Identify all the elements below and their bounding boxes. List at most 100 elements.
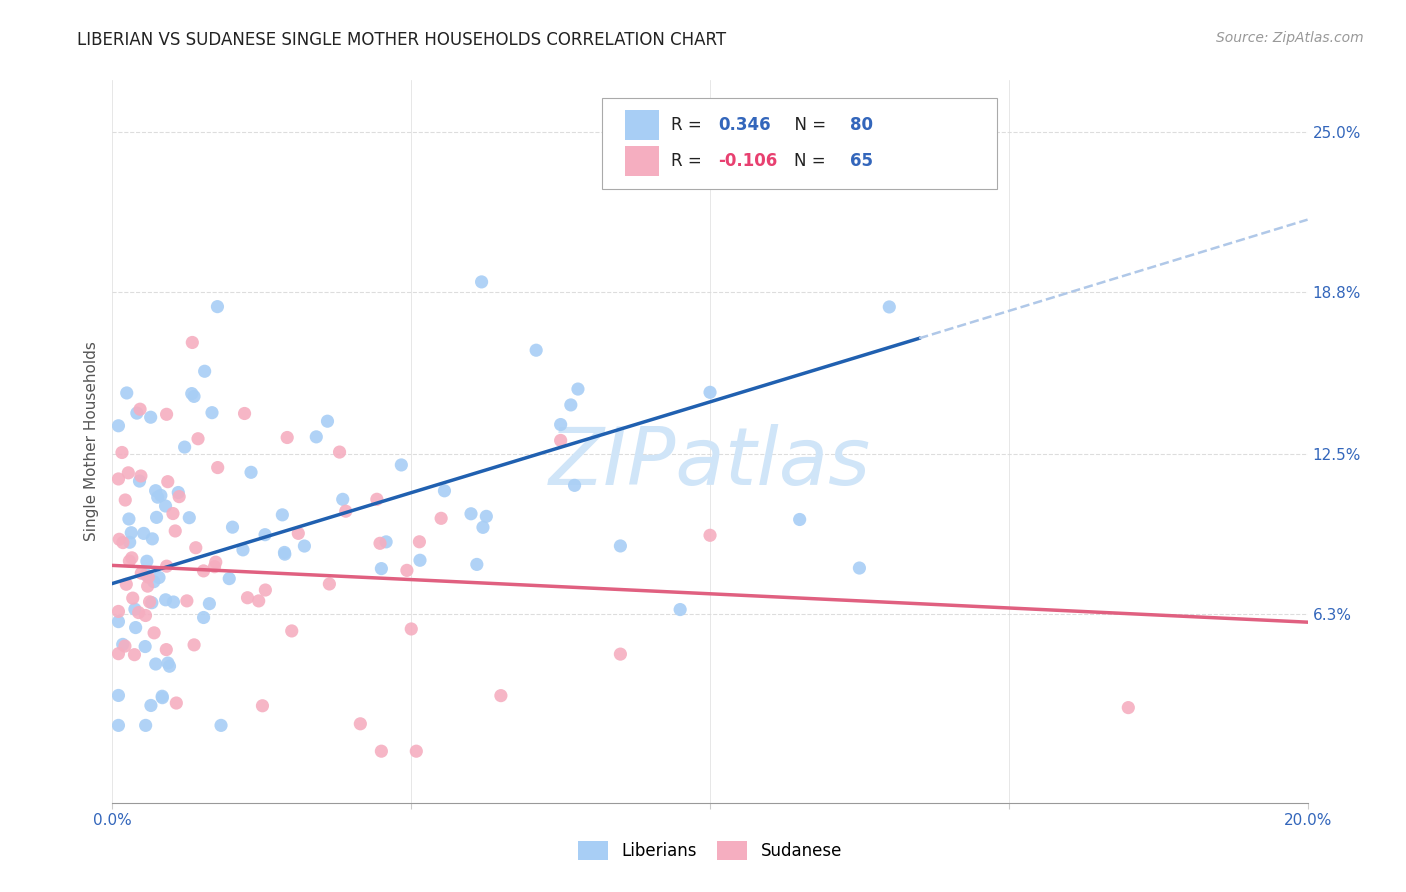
Point xyxy=(433,483,456,498)
Point xyxy=(111,637,134,651)
Point xyxy=(125,406,148,420)
Point xyxy=(465,558,488,572)
Point xyxy=(132,526,155,541)
Point xyxy=(124,621,146,635)
Point xyxy=(204,555,226,569)
Point xyxy=(135,718,157,732)
Point xyxy=(124,648,146,662)
Point xyxy=(430,511,453,525)
Point xyxy=(118,554,141,568)
Point xyxy=(107,604,129,618)
Point xyxy=(143,625,166,640)
Point xyxy=(475,509,498,524)
Point xyxy=(233,407,256,421)
Text: N =: N = xyxy=(785,116,831,134)
Point xyxy=(128,474,150,488)
Text: LIBERIAN VS SUDANESE SINGLE MOTHER HOUSEHOLDS CORRELATION CHART: LIBERIAN VS SUDANESE SINGLE MOTHER HOUSE… xyxy=(77,31,727,49)
Point xyxy=(139,410,162,425)
Point xyxy=(287,526,309,541)
Legend: Liberians, Sudanese: Liberians, Sudanese xyxy=(572,834,848,867)
Point xyxy=(218,572,240,586)
Point xyxy=(524,343,547,358)
Point xyxy=(335,504,357,518)
Text: Source: ZipAtlas.com: Source: ZipAtlas.com xyxy=(1216,31,1364,45)
Point xyxy=(609,647,631,661)
Point xyxy=(138,595,160,609)
Point xyxy=(207,460,229,475)
Point xyxy=(115,577,138,591)
Point xyxy=(305,430,328,444)
Point xyxy=(139,698,162,713)
Point xyxy=(155,592,177,607)
Point xyxy=(409,553,432,567)
Point xyxy=(405,744,427,758)
Point xyxy=(183,638,205,652)
Point xyxy=(471,275,494,289)
Point xyxy=(107,718,129,732)
Point xyxy=(281,624,304,638)
Point xyxy=(1118,700,1140,714)
Point xyxy=(252,698,274,713)
Point xyxy=(254,582,277,597)
Point xyxy=(181,335,204,350)
Point xyxy=(370,561,392,575)
Point xyxy=(193,564,215,578)
Point xyxy=(789,512,811,526)
Bar xyxy=(626,146,658,177)
Point xyxy=(193,610,215,624)
Point xyxy=(240,465,263,479)
Text: N =: N = xyxy=(793,153,831,170)
Point xyxy=(389,458,412,472)
Point xyxy=(550,434,572,448)
Point xyxy=(159,659,181,673)
Point xyxy=(183,389,205,403)
Point xyxy=(609,539,631,553)
Point xyxy=(294,539,316,553)
Point xyxy=(135,554,157,568)
Point xyxy=(118,535,141,549)
Point xyxy=(141,532,163,546)
Point xyxy=(155,407,177,421)
Point xyxy=(136,570,159,584)
Point xyxy=(162,595,184,609)
Point xyxy=(699,528,721,542)
Point xyxy=(366,492,388,507)
Point xyxy=(156,475,179,489)
Point xyxy=(207,300,229,314)
Point xyxy=(121,591,143,606)
Point xyxy=(247,594,270,608)
Point xyxy=(669,602,692,616)
Point xyxy=(155,642,177,657)
Y-axis label: Single Mother Households: Single Mother Households xyxy=(84,342,100,541)
Point xyxy=(848,561,870,575)
Point xyxy=(107,615,129,629)
Point xyxy=(107,647,129,661)
Point xyxy=(150,690,173,705)
Point xyxy=(560,398,582,412)
Point xyxy=(129,469,152,483)
Point xyxy=(187,432,209,446)
Point xyxy=(121,550,143,565)
Point xyxy=(145,657,167,671)
Point xyxy=(375,534,398,549)
Text: R =: R = xyxy=(671,153,707,170)
Point xyxy=(108,533,131,547)
Point xyxy=(129,402,152,417)
Text: R =: R = xyxy=(671,116,707,134)
Point xyxy=(274,547,297,561)
Point xyxy=(567,382,589,396)
Point xyxy=(150,690,173,704)
Point xyxy=(165,696,187,710)
Point xyxy=(167,490,190,504)
Point xyxy=(111,535,134,549)
Point xyxy=(349,716,371,731)
Point xyxy=(173,440,195,454)
Point xyxy=(145,483,167,498)
Point xyxy=(180,386,202,401)
Point xyxy=(107,472,129,486)
Point xyxy=(114,493,136,508)
Point xyxy=(114,639,136,653)
Point xyxy=(184,541,207,555)
Point xyxy=(329,445,352,459)
Point xyxy=(194,364,217,378)
